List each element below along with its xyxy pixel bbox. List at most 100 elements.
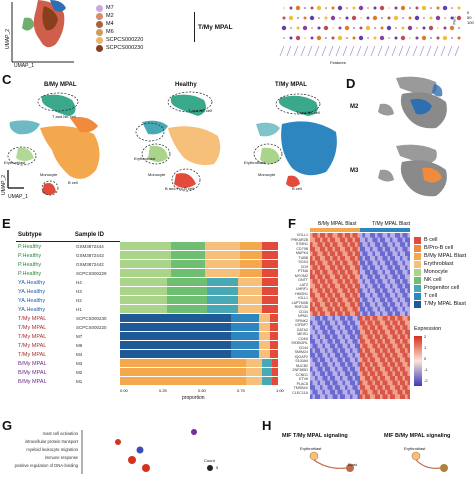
heatmap-cell bbox=[405, 283, 408, 289]
heatmap-cell bbox=[377, 251, 381, 257]
heatmap-cell bbox=[332, 265, 336, 271]
heatmap-cell bbox=[335, 302, 338, 307]
bar-segment bbox=[230, 314, 260, 322]
heatmap-cell bbox=[350, 334, 353, 340]
heatmap-cell bbox=[347, 306, 351, 312]
heatmap-cell bbox=[362, 302, 366, 307]
celltype-legend-item: B/Pro-B cell bbox=[414, 244, 474, 252]
heatmap-cell bbox=[365, 242, 368, 248]
heatmap-cell bbox=[315, 394, 318, 400]
heatmap-cell bbox=[382, 343, 386, 349]
heatmap-cell bbox=[392, 302, 396, 307]
heatmap-cell bbox=[377, 348, 381, 354]
heatmap-cell bbox=[342, 269, 346, 275]
heatmap-cell bbox=[342, 329, 346, 335]
dotplot-pct-label: Perc bbox=[451, 16, 457, 25]
heatmap-cell bbox=[315, 311, 318, 317]
heatmap-cell bbox=[372, 265, 376, 271]
bar-segment bbox=[120, 323, 231, 331]
heatmap-cell bbox=[322, 389, 326, 395]
heatmap-cell bbox=[400, 325, 403, 331]
gene-label: IQGAP2 bbox=[294, 354, 308, 359]
heatmap-cell bbox=[380, 316, 383, 321]
heatmap-cell bbox=[310, 316, 313, 321]
c-label-ery-1: Erythroblast bbox=[4, 160, 26, 165]
heatmap-cell bbox=[407, 260, 411, 266]
heatmap-cell bbox=[340, 352, 343, 358]
bar-segment bbox=[262, 251, 278, 259]
h-network bbox=[276, 444, 474, 474]
heatmap-cell bbox=[367, 362, 371, 367]
heatmap-cell bbox=[367, 311, 371, 317]
heatmap-cell bbox=[370, 233, 373, 238]
dotplot-dot bbox=[388, 37, 390, 39]
heatmap-cell bbox=[407, 385, 411, 390]
heatmap-cell bbox=[320, 242, 323, 248]
heatmap-cell bbox=[317, 242, 321, 248]
heatmap-cell bbox=[360, 274, 363, 280]
heatmap-cell bbox=[317, 366, 321, 372]
heatmap-cell bbox=[375, 329, 378, 335]
heatmap-cell bbox=[322, 357, 326, 363]
heatmap-cell bbox=[387, 283, 391, 289]
bar-segment bbox=[206, 305, 239, 313]
heatmap-cell bbox=[312, 233, 316, 238]
heatmap-cell bbox=[392, 394, 396, 400]
dotplot-dot bbox=[381, 17, 383, 19]
heatmap-cell bbox=[397, 237, 401, 243]
heatmap-cell bbox=[375, 256, 378, 261]
heatmap-cell bbox=[352, 371, 356, 377]
heatmap-cell bbox=[380, 320, 383, 326]
heatmap-cell bbox=[360, 385, 363, 390]
axis-tick-label: 0.00 bbox=[120, 388, 128, 393]
row-subtype: B/My MPAL bbox=[18, 378, 47, 385]
bar-segment bbox=[205, 260, 241, 268]
heatmap-cell bbox=[385, 283, 388, 289]
heatmap-cell bbox=[312, 380, 316, 386]
heatmap-cell bbox=[367, 233, 371, 238]
heatmap-cell bbox=[402, 352, 406, 358]
heatmap-cell bbox=[400, 394, 403, 400]
heatmap-cell bbox=[335, 283, 338, 289]
heatmap-cell bbox=[315, 283, 318, 289]
heatmap-cell bbox=[347, 274, 351, 280]
dotplot-dot bbox=[365, 25, 371, 31]
heatmap-cell bbox=[350, 329, 353, 335]
heatmap-cell bbox=[377, 237, 381, 243]
heatmap-cell bbox=[340, 306, 343, 312]
heatmap-cell bbox=[325, 362, 328, 367]
heatmap-cell bbox=[345, 306, 348, 312]
dotplot-dot bbox=[408, 16, 412, 20]
legend-swatch bbox=[414, 252, 421, 260]
top-legend-item: SCPCS000230 bbox=[96, 44, 186, 52]
heatmap-cell bbox=[392, 371, 396, 377]
heatmap-cell bbox=[395, 311, 398, 317]
heatmap-cell bbox=[382, 292, 386, 298]
bar-segment bbox=[206, 278, 239, 286]
heatmap-cell bbox=[337, 260, 341, 266]
top-umap-fragment bbox=[0, 0, 80, 66]
heatmap-cell bbox=[407, 302, 411, 307]
heatmap-cell bbox=[385, 325, 388, 331]
heatmap-cell bbox=[360, 311, 363, 317]
heatmap-cell bbox=[367, 389, 371, 395]
heatmap-cell bbox=[310, 265, 313, 271]
heatmap-cell bbox=[320, 283, 323, 289]
heatmap-cell bbox=[315, 269, 318, 275]
header-subtype: Subtype bbox=[18, 232, 42, 238]
bar-segment bbox=[271, 359, 278, 367]
heatmap-cell bbox=[395, 352, 398, 358]
heatmap-cell bbox=[340, 375, 343, 381]
heatmap-cell bbox=[395, 265, 398, 271]
heatmap-cell bbox=[377, 320, 381, 326]
heatmap-cell bbox=[312, 316, 316, 321]
heatmap-cell bbox=[342, 297, 346, 303]
heatmap-cell bbox=[367, 316, 371, 321]
heatmap-cell bbox=[342, 371, 346, 377]
heatmap-cell bbox=[357, 265, 361, 271]
heatmap-cell bbox=[330, 265, 333, 271]
heatmap-cell bbox=[405, 375, 408, 381]
heatmap-cell bbox=[340, 385, 343, 390]
expression-tick: 0 bbox=[424, 356, 427, 361]
heatmap-cell bbox=[347, 389, 351, 395]
